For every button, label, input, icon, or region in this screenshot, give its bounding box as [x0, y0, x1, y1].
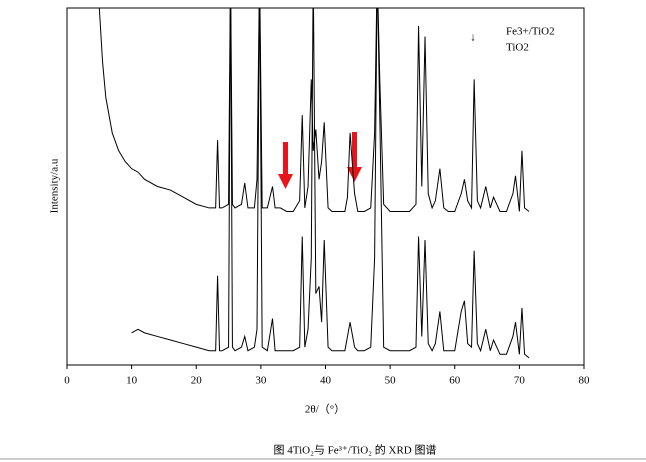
- x-tick-label: 80: [579, 375, 591, 387]
- series-line: [98, 8, 530, 212]
- x-tick-label: 30: [255, 375, 267, 387]
- x-tick-label: 20: [191, 375, 203, 387]
- annotation: ↓: [470, 32, 476, 44]
- x-tick-label: 10: [126, 375, 138, 387]
- x-tick-label: 40: [320, 375, 332, 387]
- red-arrows: [278, 132, 362, 189]
- plot-frame: [66, 7, 585, 366]
- arrow-head: [278, 174, 293, 189]
- x-axis-label: 2θ/（°）: [305, 403, 345, 416]
- legend-label: Fe3+/TiO2: [506, 26, 555, 38]
- arrow-shaft: [352, 132, 357, 169]
- arrow-head: [347, 167, 362, 182]
- caption: 图 4TiO₂与 Fe³⁺/TiO₂ 的 XRD 图谱: [274, 443, 437, 457]
- y-axis-label: Intensity/a.u: [49, 158, 61, 213]
- x-tick-label: 50: [385, 375, 397, 387]
- legend-label: TiO2: [506, 42, 529, 54]
- series-line: [131, 8, 530, 359]
- x-tick-label: 0: [64, 375, 70, 387]
- plot-area: [98, 8, 530, 359]
- x-tick-label: 70: [514, 375, 526, 387]
- arrow-shaft: [283, 142, 288, 176]
- x-tick-label: 60: [449, 375, 461, 387]
